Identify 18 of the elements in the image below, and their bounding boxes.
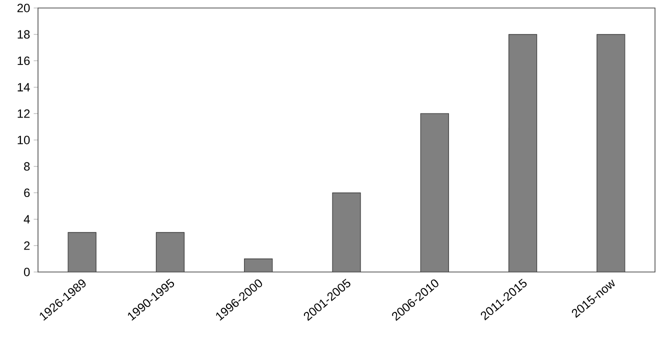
y-tick-label: 14 bbox=[18, 83, 30, 92]
y-tick-label: 16 bbox=[18, 56, 30, 66]
bar bbox=[508, 34, 538, 272]
bar bbox=[420, 113, 449, 272]
y-tick-label: 20 bbox=[17, 4, 30, 12]
y-tick-label: 4 bbox=[24, 215, 30, 224]
y-tick-label: 2 bbox=[24, 241, 30, 250]
bar bbox=[244, 258, 272, 272]
bar bbox=[332, 192, 361, 272]
y-tick-label: 0 bbox=[24, 268, 30, 276]
y-tick-label: 8 bbox=[24, 162, 30, 171]
y-tick-label: 18 bbox=[18, 30, 30, 39]
bar bbox=[68, 232, 96, 272]
y-tick-label: 10 bbox=[18, 136, 30, 144]
y-tick-label: 12 bbox=[18, 109, 30, 118]
bar bbox=[156, 232, 185, 272]
bar bbox=[596, 34, 626, 272]
y-tick-label: 6 bbox=[24, 188, 30, 198]
